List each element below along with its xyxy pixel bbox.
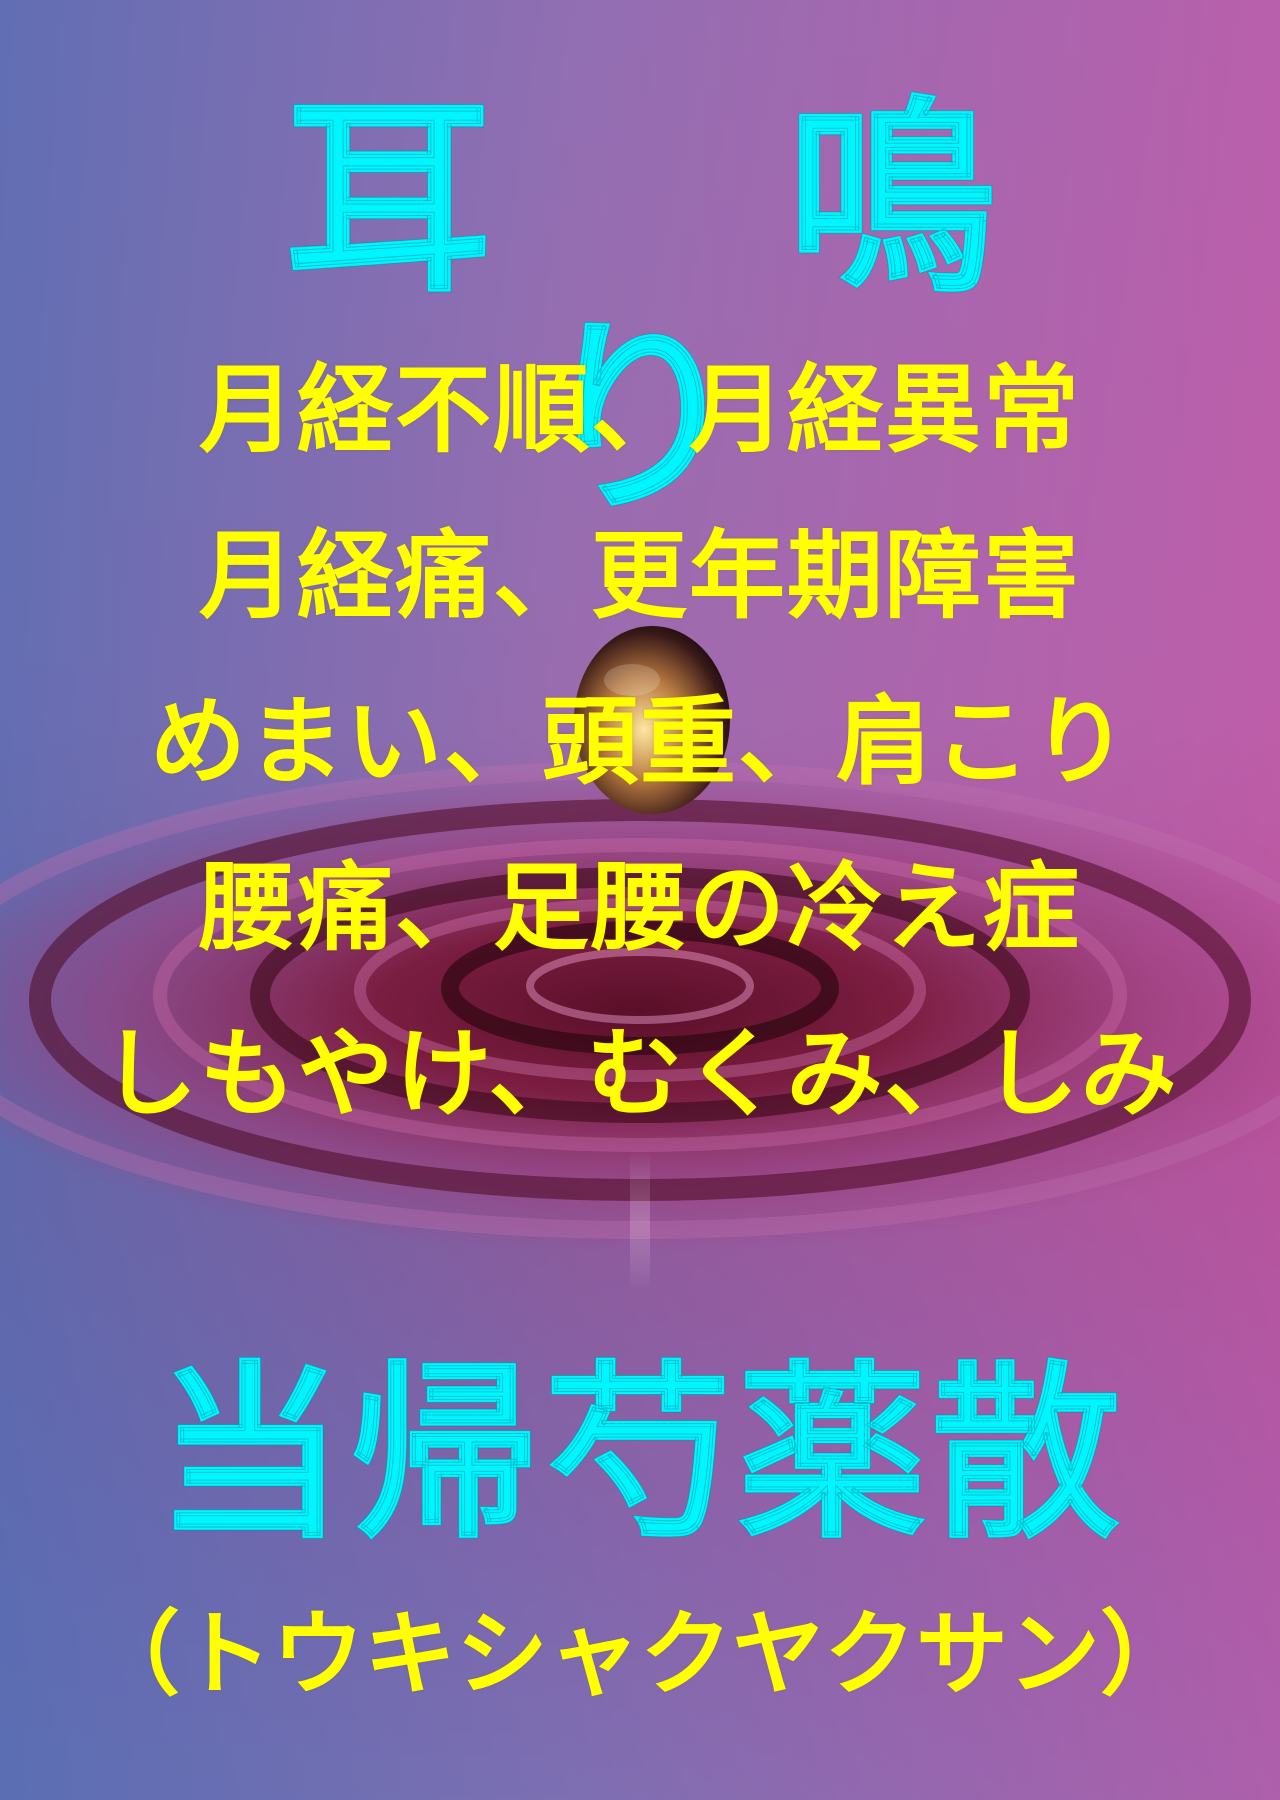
title-heading: 耳 鳴 り: [283, 77, 1107, 542]
symptom-line: 月経痛、更年期障害: [199, 520, 1081, 632]
symptom-line: めまい、頭重、肩こり: [150, 686, 1130, 798]
product-reading: （トウキシャクヤクサン）: [87, 1601, 1192, 1708]
symptom-list: 月経不順、月経異常 月経痛、更年期障害 めまい、頭重、肩こり 腰痛、足腰の冷え症…: [0, 340, 1280, 1170]
symptom-line: しもやけ、むくみ、しみ: [101, 1018, 1179, 1130]
product-name: 当帰芍薬散: [154, 1344, 1125, 1565]
symptom-line: 月経不順、月経異常: [199, 354, 1081, 466]
symptom-line: 腰痛、足腰の冷え症: [199, 852, 1081, 964]
